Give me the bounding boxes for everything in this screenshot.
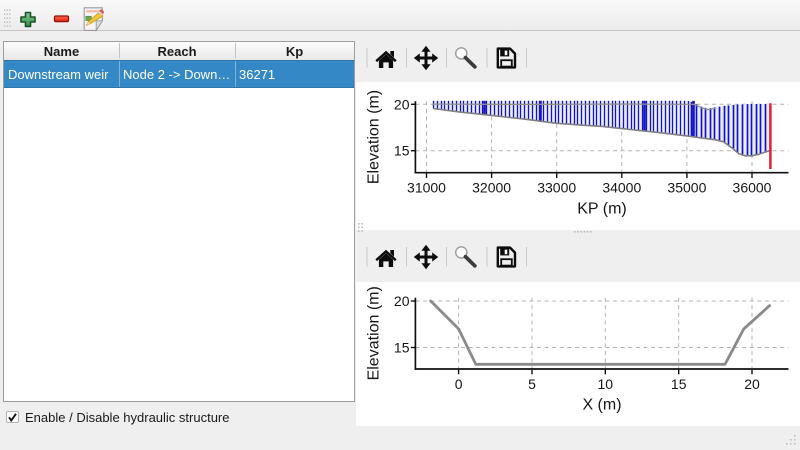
svg-text:32000: 32000: [472, 180, 511, 196]
svg-text:35000: 35000: [667, 180, 706, 196]
svg-text:0: 0: [455, 376, 463, 392]
svg-text:15: 15: [671, 376, 687, 392]
svg-text:15: 15: [394, 143, 410, 159]
svg-text:5: 5: [528, 376, 536, 392]
svg-text:10: 10: [598, 376, 614, 392]
svg-text:20: 20: [394, 293, 410, 309]
svg-text:31000: 31000: [407, 180, 446, 196]
svg-text:KP (m): KP (m): [577, 201, 626, 218]
svg-text:20: 20: [394, 96, 410, 112]
svg-text:Elevation (m): Elevation (m): [366, 286, 383, 380]
svg-text:Elevation (m): Elevation (m): [366, 90, 383, 184]
svg-text:36000: 36000: [733, 180, 772, 196]
svg-text:20: 20: [744, 376, 760, 392]
svg-text:33000: 33000: [537, 180, 576, 196]
svg-text:34000: 34000: [602, 180, 641, 196]
svg-text:X (m): X (m): [582, 396, 621, 413]
svg-text:15: 15: [394, 340, 410, 356]
